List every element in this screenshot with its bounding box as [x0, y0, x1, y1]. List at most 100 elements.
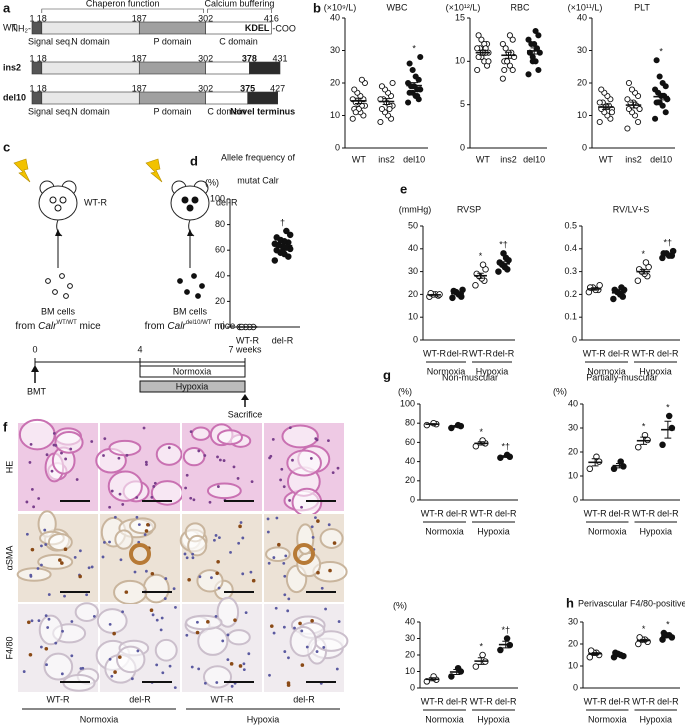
- nucleus: [61, 629, 64, 633]
- data-point: [475, 32, 482, 39]
- bm-cell: [59, 273, 65, 279]
- data-point: [659, 441, 666, 449]
- data-point: [409, 66, 416, 74]
- nucleus: [22, 670, 26, 673]
- sem-bar: [664, 634, 672, 638]
- nucleus: [29, 442, 33, 446]
- data-point: [528, 40, 535, 48]
- sem-bar: [615, 290, 623, 295]
- nucleus: [249, 570, 253, 574]
- data-point: [662, 109, 669, 116]
- nucleus: [121, 610, 124, 614]
- y-tick-label: 10: [568, 470, 578, 480]
- tissue-wall: [281, 424, 319, 449]
- data-point: [478, 36, 485, 43]
- nucleus: [287, 656, 290, 660]
- nucleus: [250, 480, 254, 483]
- data-point: [405, 99, 412, 106]
- sem-bar: [477, 657, 485, 665]
- nucleus: [283, 593, 287, 597]
- x-tick-label: del-R: [495, 696, 517, 706]
- nucleus: [110, 674, 114, 678]
- mouse-body: [38, 185, 78, 221]
- position-label: 375: [240, 83, 255, 93]
- cells-label: BM cells: [173, 306, 208, 316]
- stain-spot: [124, 590, 129, 594]
- y-tick-label: 50: [408, 220, 418, 230]
- data-point: [448, 673, 455, 680]
- tissue-wall: [96, 608, 128, 634]
- data-point: [273, 234, 280, 241]
- data-point: [652, 115, 659, 122]
- nucleus: [282, 625, 286, 629]
- stain-spot: [206, 620, 210, 624]
- chart-title: RBC: [510, 2, 530, 12]
- nucleus: [288, 426, 292, 430]
- data-point: [593, 453, 600, 461]
- group-label: Normoxia: [425, 526, 464, 536]
- nucleus: [286, 609, 290, 613]
- stain-spot: [150, 571, 155, 576]
- x-tick-label: del-R: [495, 508, 517, 518]
- nucleus: [133, 570, 137, 574]
- nucleus: [208, 500, 212, 504]
- y-tick-label: 0.4: [564, 243, 577, 253]
- sem-bar: [479, 49, 487, 56]
- data-point: [472, 282, 479, 289]
- nucleus: [174, 606, 177, 609]
- nucleus: [203, 681, 207, 685]
- nucleus: [293, 626, 296, 630]
- data-point: [479, 437, 486, 444]
- data-point: [625, 79, 632, 87]
- domain: [249, 61, 281, 75]
- tissue-wall: [289, 626, 317, 658]
- nucleus: [320, 586, 324, 590]
- nucleus: [192, 498, 196, 502]
- domain-label: P domain: [154, 36, 192, 46]
- nucleus: [191, 552, 195, 556]
- x-tick-label: WT-R: [236, 335, 259, 345]
- significance: *: [666, 402, 670, 412]
- chart-title: RVSP: [457, 204, 481, 214]
- nucleus: [232, 465, 236, 469]
- stain-spot: [298, 621, 302, 626]
- y-tick-label: 0: [410, 682, 415, 692]
- y-tick-label: 0: [573, 682, 578, 692]
- nucleus: [43, 528, 47, 532]
- nucleus: [214, 615, 218, 618]
- data-point: [625, 105, 632, 113]
- data-point: [414, 92, 421, 100]
- domain-label: N domain: [71, 36, 110, 46]
- nucleus: [64, 457, 68, 461]
- position-label: 1: [29, 13, 34, 23]
- data-point: [499, 40, 506, 48]
- domain: [205, 91, 249, 105]
- group-label: Normoxia: [587, 366, 626, 376]
- x-tick-label: WT-R: [632, 508, 655, 518]
- data-point: [378, 105, 385, 113]
- data-point: [596, 118, 603, 126]
- nucleus: [242, 668, 246, 672]
- panel-label: a: [3, 0, 11, 15]
- data-point: [502, 45, 509, 52]
- panel-label: b: [313, 0, 321, 15]
- x-tick-label: WT-R: [632, 348, 655, 358]
- nucleus: [54, 443, 58, 447]
- position-label: 187: [132, 53, 147, 63]
- position-label: 18: [37, 83, 47, 93]
- sem-bar: [615, 463, 623, 469]
- stain-spot: [238, 524, 242, 529]
- mouse-spot: [59, 196, 67, 204]
- domain-label: P domain: [154, 106, 192, 116]
- data-point: [586, 465, 594, 473]
- data-point: [459, 286, 466, 294]
- nucleus: [44, 543, 48, 546]
- position-label: 187: [132, 83, 147, 93]
- y-tick-label: 10: [408, 312, 418, 322]
- nucleus: [32, 505, 36, 509]
- sem-bar: [639, 268, 647, 275]
- data-point: [377, 118, 384, 126]
- nucleus: [268, 673, 271, 677]
- nucleus: [37, 497, 41, 500]
- sem-bar: [453, 425, 461, 428]
